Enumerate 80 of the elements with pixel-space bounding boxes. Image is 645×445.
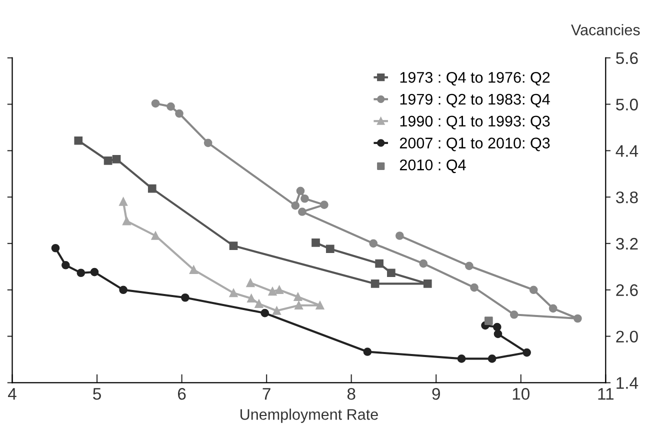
point	[492, 322, 502, 332]
x-tick-label: 10	[512, 388, 530, 400]
point	[294, 301, 303, 310]
legend-label: 1990 : Q1 to 1993: Q3	[400, 116, 550, 130]
point	[190, 266, 198, 274]
point	[229, 288, 238, 298]
point	[294, 292, 302, 302]
point	[465, 262, 474, 270]
point	[395, 232, 404, 240]
point	[320, 200, 328, 209]
point	[268, 287, 277, 296]
point	[522, 348, 531, 357]
point	[254, 300, 264, 308]
point	[423, 280, 432, 288]
point	[494, 330, 502, 338]
y-tick-label: 5.0	[616, 98, 638, 110]
legend-label: 2010 : Q4	[400, 160, 466, 174]
point	[246, 278, 255, 288]
point	[326, 244, 334, 254]
point	[529, 286, 538, 294]
point	[151, 99, 160, 108]
y-tick-label: 3.8	[616, 191, 638, 204]
point	[148, 184, 156, 193]
point	[229, 242, 238, 250]
point	[260, 308, 270, 318]
point	[204, 138, 212, 148]
x-tick-label: 8	[347, 388, 356, 400]
point	[112, 155, 121, 164]
point	[457, 354, 466, 363]
point	[181, 293, 190, 302]
point	[247, 294, 256, 303]
point	[375, 259, 384, 268]
x-tick-label: 6	[178, 388, 186, 400]
x-tick-label: 9	[432, 388, 440, 400]
legend-label: 2007 : Q1 to 2010: Q3	[400, 138, 550, 152]
point	[369, 239, 378, 248]
point	[61, 260, 70, 270]
point	[166, 102, 175, 111]
legend-label: 1979 : Q2 to 1983: Q4	[400, 94, 550, 108]
point	[291, 201, 300, 210]
point	[548, 304, 558, 313]
point	[470, 283, 478, 292]
point	[76, 268, 86, 278]
point	[363, 348, 372, 356]
x-tick-label: 4	[8, 388, 16, 400]
point	[275, 286, 284, 294]
point	[370, 280, 380, 288]
y-tick-label: 3.2	[616, 238, 638, 250]
legend-label: 1973 : Q4 to 1976: Q2	[400, 72, 550, 86]
x-axis-title: Unemployment Rate	[240, 408, 378, 423]
point	[510, 310, 518, 319]
point	[119, 286, 128, 294]
x-tick-label: 7	[262, 388, 270, 400]
point	[175, 109, 184, 118]
point	[74, 136, 83, 145]
y-tick-label: 2.0	[616, 330, 638, 342]
point	[272, 306, 281, 315]
y-tick-label: 5.6	[616, 52, 638, 64]
point	[296, 186, 305, 196]
y-tick-label: 1.4	[616, 377, 638, 389]
point	[51, 244, 60, 252]
point	[151, 232, 160, 240]
point	[419, 259, 428, 268]
point	[316, 301, 324, 310]
x-tick-label: 11	[598, 388, 614, 400]
point	[574, 314, 582, 323]
point	[387, 268, 396, 278]
x-tick-label: 5	[93, 388, 101, 400]
point	[104, 156, 112, 165]
point	[488, 354, 496, 363]
point	[484, 316, 493, 325]
point	[300, 194, 309, 203]
y-tick-label: 4.4	[616, 145, 638, 157]
point	[312, 238, 320, 247]
point	[119, 198, 128, 206]
y-axis-title: Vacancies	[571, 24, 640, 36]
point	[122, 216, 131, 226]
point	[90, 268, 99, 276]
point	[298, 208, 306, 216]
y-tick-label: 2.6	[616, 284, 638, 296]
